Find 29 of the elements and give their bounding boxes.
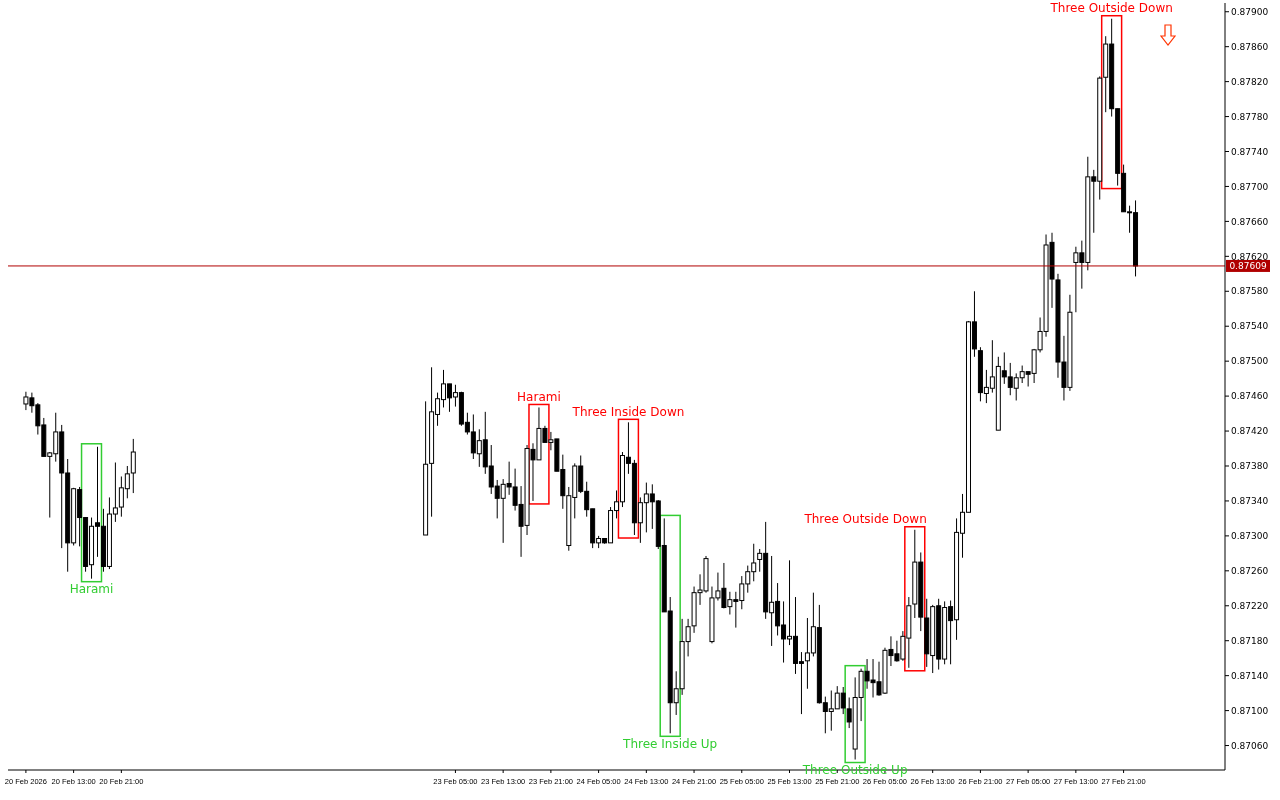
y-tick-label: 0.87220 [1231, 600, 1269, 611]
y-tick-label: 0.87700 [1231, 181, 1269, 192]
annotation: Three Outside Down [803, 512, 927, 527]
y-tick-label: 0.87620 [1231, 251, 1269, 262]
annotation: Three Inside Up [622, 736, 718, 751]
annotation: Harami [517, 389, 561, 404]
y-tick-label: 0.87340 [1231, 496, 1269, 507]
y-tick-label: 0.87860 [1231, 41, 1269, 52]
y-tick-label: 0.87780 [1231, 111, 1269, 122]
y-tick-label: 0.87060 [1231, 740, 1269, 751]
y-tick-label: 0.87460 [1231, 391, 1269, 402]
y-tick-label: 0.87140 [1231, 670, 1269, 681]
y-tick-label: 0.87300 [1231, 531, 1269, 542]
y-tick-label: 0.87380 [1231, 461, 1269, 472]
annotation: Harami [69, 582, 114, 597]
y-tick-label: 0.87420 [1231, 426, 1269, 437]
y-tick-label: 0.87540 [1231, 321, 1269, 332]
ref-line-label: 0.87609 [1229, 260, 1267, 271]
y-tick-label: 0.87260 [1231, 566, 1269, 577]
annotation: Three Inside Down [571, 404, 685, 419]
y-tick-label: 0.87900 [1231, 6, 1269, 17]
y-tick-label: 0.87500 [1231, 356, 1269, 367]
y-tick-label: 0.87180 [1231, 635, 1269, 646]
y-tick-label: 0.87660 [1231, 216, 1269, 227]
y-tick-label: 0.87580 [1231, 286, 1269, 297]
y-tick-label: 0.87820 [1231, 76, 1269, 87]
y-tick-label: 0.87740 [1231, 146, 1269, 157]
y-tick-label: 0.87100 [1231, 705, 1269, 716]
annotation: Three Outside Down [1049, 1, 1173, 16]
